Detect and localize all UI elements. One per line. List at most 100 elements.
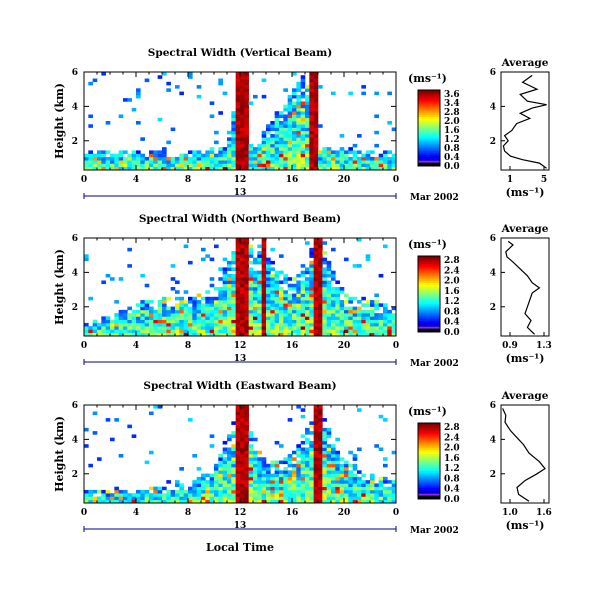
colorbar-swatch — [418, 453, 440, 456]
colorbar-swatch — [418, 449, 440, 452]
heatmap-cell — [257, 306, 262, 311]
heatmap-cell — [322, 457, 327, 461]
heatmap-cell — [292, 306, 297, 311]
heatmap-cell — [235, 322, 241, 327]
heatmap-cell — [374, 483, 379, 487]
heatmap-cell — [127, 493, 132, 497]
heatmap-cell — [296, 88, 301, 92]
heatmap-cell — [370, 493, 375, 497]
heatmap-cell — [309, 329, 314, 334]
colorbar-swatch — [418, 110, 440, 114]
heatmap-cell — [305, 130, 310, 135]
heatmap-cell — [326, 300, 332, 304]
colorbar-swatch — [418, 307, 440, 310]
heatmap-cell — [101, 153, 106, 158]
heatmap-cell — [279, 124, 284, 128]
colorbar-label: 2.4 — [444, 266, 460, 276]
heatmap-cell — [279, 313, 284, 317]
heatmap-cell — [383, 153, 388, 158]
heatmap-cell — [261, 476, 267, 481]
heatmap-cell — [279, 300, 284, 304]
heatmap-cell — [101, 72, 106, 76]
x-tick-label: 8 — [185, 508, 191, 518]
heatmap-cell — [209, 147, 215, 151]
heatmap-cell — [300, 166, 306, 171]
heatmap-cell — [201, 156, 206, 161]
heatmap-cell — [240, 470, 245, 474]
heatmap-cell — [279, 326, 284, 330]
heatmap-cell — [218, 483, 223, 487]
heatmap-cell — [309, 287, 314, 291]
heatmap-cell — [292, 163, 297, 168]
heatmap-cell — [192, 160, 197, 164]
heatmap-cell — [309, 247, 314, 252]
heatmap-cell — [318, 322, 323, 327]
heatmap-cell — [335, 473, 340, 478]
heatmap-cell — [253, 156, 258, 161]
heatmap-cell — [248, 319, 254, 324]
heatmap-cell — [209, 329, 215, 334]
heatmap-cell — [201, 486, 206, 491]
heatmap-cell — [144, 156, 150, 161]
heatmap-cell — [300, 280, 306, 285]
heatmap-cell — [361, 496, 366, 501]
heatmap-cell — [261, 290, 267, 294]
colorbar-swatch — [418, 320, 440, 323]
average-title: Average — [501, 57, 549, 69]
heatmap-cell — [235, 257, 241, 262]
heatmap-cell — [209, 476, 215, 481]
heatmap-cell — [326, 270, 332, 275]
heatmap-cell — [387, 121, 392, 125]
heatmap-cell — [175, 316, 180, 320]
heatmap-cell — [318, 319, 323, 324]
heatmap-cell — [313, 496, 319, 501]
heatmap-cell — [227, 326, 232, 330]
heatmap-cell — [313, 88, 319, 92]
heatmap-cell — [283, 322, 288, 327]
heatmap-cell — [175, 496, 180, 501]
heatmap-cell — [192, 454, 197, 458]
heatmap-cell — [227, 156, 232, 161]
heatmap-cell — [383, 306, 388, 311]
heatmap-cell — [391, 153, 397, 158]
heatmap-cell — [313, 107, 319, 112]
heatmap-cell — [110, 326, 115, 330]
heatmap-cell — [313, 290, 319, 294]
heatmap-cell — [92, 411, 98, 416]
heatmap-cell — [300, 447, 306, 452]
heatmap-cell — [270, 316, 275, 320]
heatmap-cell — [261, 483, 267, 487]
heatmap-cell — [322, 486, 327, 491]
heatmap-cell — [313, 437, 319, 442]
colorbar-swatch — [418, 158, 440, 161]
heatmap-cell — [348, 322, 353, 327]
heatmap-cell — [218, 309, 223, 314]
heatmap-cell — [309, 98, 314, 102]
heatmap-cell — [192, 326, 197, 330]
heatmap-cell — [235, 140, 241, 145]
heatmap-cell — [322, 418, 327, 422]
heatmap-cell — [270, 287, 275, 291]
heatmap-cell — [313, 476, 319, 481]
heatmap-cell — [235, 319, 241, 324]
heatmap-cell — [244, 483, 249, 487]
heatmap-cell — [244, 457, 249, 461]
heatmap-cell — [175, 296, 180, 301]
heatmap-cell — [227, 447, 232, 452]
heatmap-cell — [335, 489, 340, 494]
heatmap-cell — [283, 476, 288, 481]
heatmap-cell — [248, 244, 254, 249]
heatmap-cell — [205, 322, 210, 327]
heatmap-cell — [279, 473, 284, 478]
heatmap-cell — [305, 166, 310, 171]
heatmap-cell — [127, 496, 132, 501]
heatmap-cell — [244, 140, 249, 145]
heatmap-cell — [326, 467, 332, 471]
heatmap-cell — [296, 460, 301, 465]
heatmap-cell — [326, 431, 332, 435]
heatmap-cell — [352, 332, 358, 337]
heatmap-cell — [205, 483, 210, 487]
heatmap-cell — [270, 296, 275, 301]
heatmap-cell — [175, 326, 180, 330]
heatmap-cell — [292, 111, 297, 115]
